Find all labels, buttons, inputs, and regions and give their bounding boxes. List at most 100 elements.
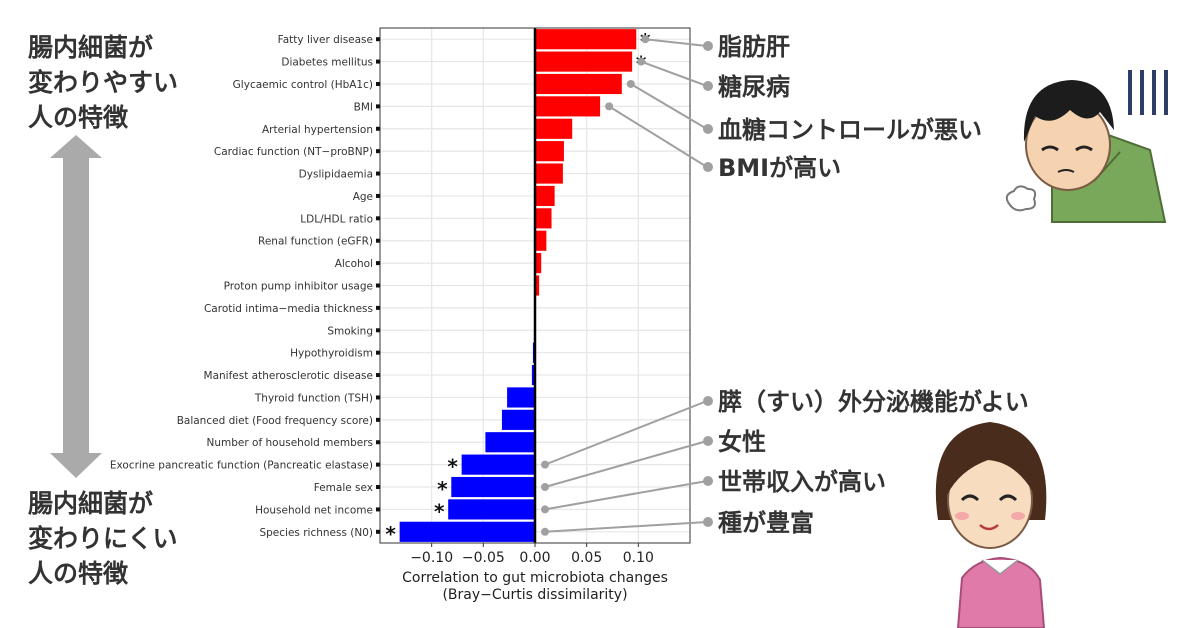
callout-dot (703, 476, 713, 486)
sigh-puff-icon (1005, 185, 1037, 212)
y-tick-label: BMI (354, 101, 373, 113)
y-tick-mark (376, 171, 380, 176)
callout-dot (703, 517, 713, 527)
y-tick-label: Age (353, 191, 373, 203)
callout-dot (605, 102, 614, 111)
bar (507, 387, 535, 408)
bar (531, 364, 535, 386)
bottom-label-stable-features: 腸内細菌が 変わりにくい 人の特徴 (28, 489, 178, 588)
significance-star: * (447, 455, 458, 479)
bars (399, 29, 637, 542)
y-tick-label: Dyslipidaemia (299, 169, 373, 181)
y-tick-mark (376, 462, 380, 467)
happy-woman-illustration (935, 422, 1047, 628)
y-tick-label: Alcohol (335, 258, 373, 270)
bar (535, 73, 622, 95)
callout-line (544, 400, 708, 466)
y-tick-mark (376, 485, 380, 490)
y-tick-label: Household net income (255, 504, 373, 516)
bar (535, 118, 573, 139)
y-tick-label: Exocrine pancreatic function (Pancreatic… (110, 460, 373, 472)
callout-line (645, 38, 708, 47)
bar (535, 163, 563, 184)
y-tick-label: Carotid intima−media thickness (204, 303, 373, 315)
x-tick-label: 0.10 (623, 550, 654, 566)
significance-star: * (434, 499, 445, 523)
callout-line (544, 480, 708, 511)
significance-star: * (437, 477, 448, 501)
bar (448, 499, 535, 520)
woman-smile (979, 524, 999, 531)
y-tick-mark (376, 37, 380, 42)
y-tick-mark (376, 104, 380, 109)
callout-label: BMIが高い (718, 154, 841, 182)
bar (535, 29, 637, 50)
bar-chart: Fatty liver disease Diabetes mellitus Glyc… (110, 27, 691, 603)
bar (535, 96, 601, 117)
x-tick-label: −0.05 (462, 550, 505, 566)
arrow-up-head (50, 135, 102, 158)
woman-cheek-right (1011, 512, 1025, 520)
man-eye-left (1041, 145, 1059, 152)
man-eye-right (1075, 145, 1093, 152)
y-tick-mark (376, 261, 380, 266)
top-label-variable-features: 腸内細菌が 変わりやすい 人の特徴 (28, 33, 179, 132)
woman-collar (981, 559, 1019, 575)
callout-line (544, 521, 708, 533)
bar (461, 454, 535, 475)
y-tick-mark (376, 328, 380, 333)
callout-label: 糖尿病 (718, 73, 790, 101)
arrow-shaft (63, 158, 89, 453)
y-tick-mark (376, 283, 380, 288)
man-hair (1023, 80, 1114, 142)
y-tick-label: Number of household members (207, 437, 373, 449)
bar (535, 230, 547, 251)
x-tick-label: 0.05 (571, 550, 602, 566)
bar (451, 476, 535, 498)
y-tick-mark (376, 149, 380, 154)
callout-label: 膵（すい）外分泌機能がよい (718, 388, 1029, 416)
bar (535, 253, 542, 274)
y-tick-label: Fatty liver disease (278, 34, 373, 46)
callout-dot (703, 41, 713, 51)
y-tick-mark (376, 59, 380, 64)
y-tick-mark (376, 373, 380, 378)
x-axis-title-sub: (Bray−Curtis dissimilarity) (442, 587, 627, 603)
y-tick-mark (376, 507, 380, 512)
callout-dot (541, 460, 549, 469)
bar (501, 409, 535, 430)
y-tick-mark (376, 440, 380, 445)
y-tick-mark (376, 216, 380, 221)
bar (399, 521, 535, 542)
callout-dot (641, 35, 650, 44)
callout-dot (541, 505, 549, 514)
callout-line (544, 440, 708, 488)
tired-man-illustration (1005, 70, 1168, 223)
y-tick-mark (376, 350, 380, 355)
callout-label: 女性 (718, 428, 766, 456)
y-tick-mark (376, 193, 380, 198)
y-tick-label: LDL/HDL ratio (300, 213, 373, 225)
y-tick-mark (376, 81, 380, 86)
callout-dot (541, 527, 549, 536)
bar (485, 432, 535, 453)
significance-star: * (385, 522, 396, 546)
y-tick-mark (376, 238, 380, 243)
x-axis-ticks: −0.10 −0.05 0.00 0.05 0.10 (410, 543, 654, 566)
gloom-lines-icon (1128, 70, 1168, 115)
callout-label: 血糖コントロールが悪い (718, 116, 982, 144)
callout-dot (703, 81, 713, 91)
y-tick-label: Smoking (327, 325, 373, 337)
woman-eye-right (998, 494, 1018, 502)
y-tick-mark (376, 395, 380, 400)
y-tick-mark (376, 126, 380, 131)
y-tick-mark (376, 417, 380, 422)
y-tick-label: Arterial hypertension (262, 124, 373, 136)
x-axis-title: Correlation to gut microbiota changes (402, 570, 668, 586)
y-tick-label: Renal function (eGFR) (258, 236, 373, 248)
y-tick-label: Thyroid function (TSH) (254, 392, 373, 404)
bar (535, 141, 564, 162)
woman-bangs (946, 438, 1034, 495)
double-arrow-icon (50, 135, 102, 478)
